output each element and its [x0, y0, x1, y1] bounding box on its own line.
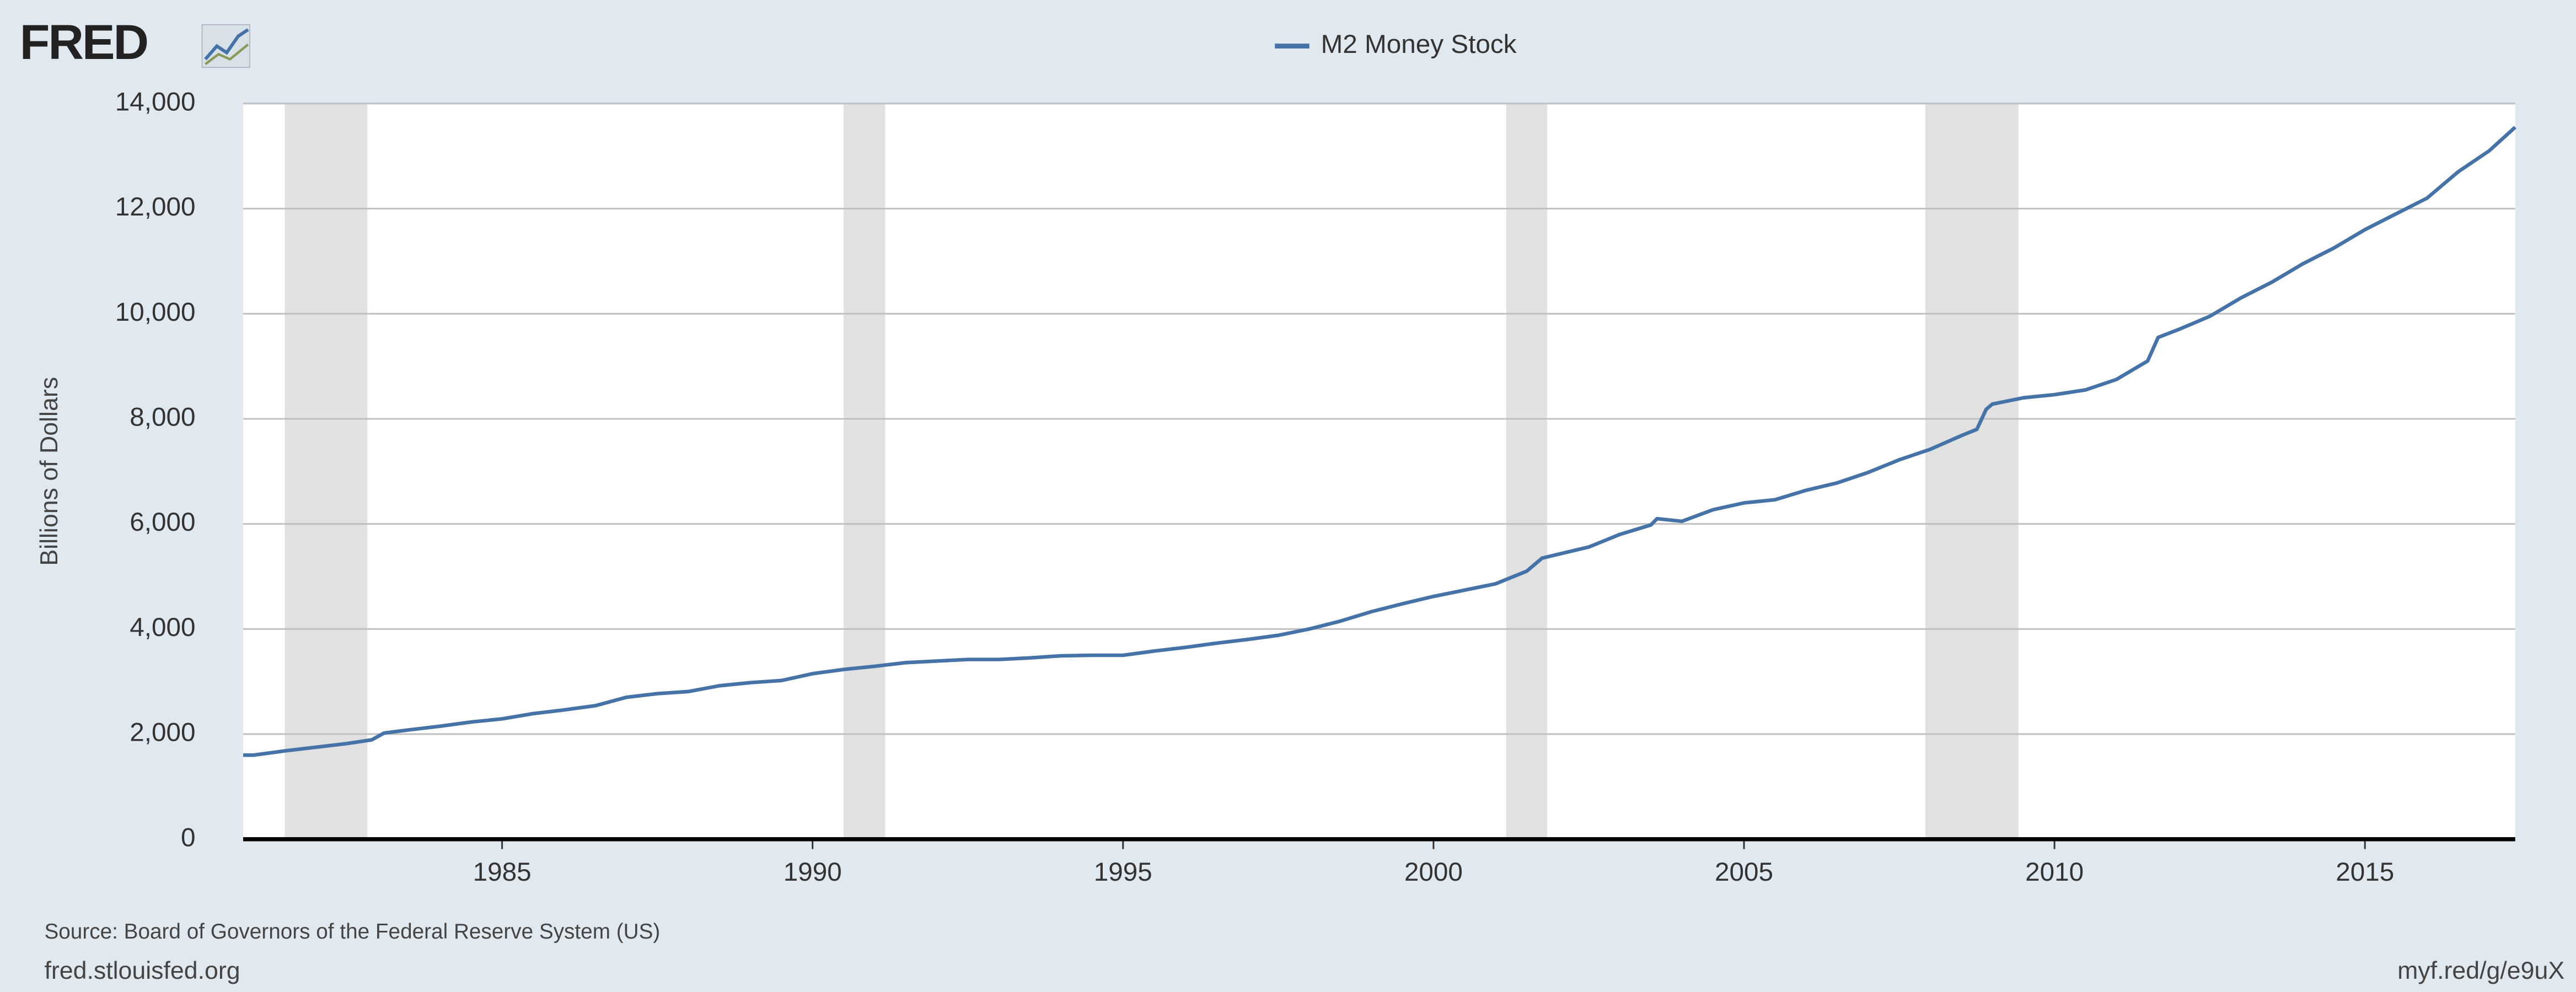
x-tick-label: 2015: [2336, 858, 2394, 887]
y-tick-label: 8,000: [130, 403, 195, 432]
y-tick-label: 14,000: [115, 87, 196, 116]
recession-band: [285, 103, 368, 839]
x-tick-label: 2000: [1404, 858, 1463, 887]
source-note: Source: Board of Governors of the Federa…: [44, 920, 660, 944]
logo: FRED: [20, 14, 147, 69]
recession-band: [844, 103, 886, 839]
y-tick-label: 10,000: [115, 298, 196, 327]
legend: M2 Money Stock: [1275, 30, 1517, 59]
recession-band: [1506, 103, 1548, 839]
footer-right: myf.red/g/e9uX: [2397, 957, 2564, 984]
logo-icon: [201, 24, 250, 68]
x-tick-label: 1990: [783, 858, 842, 887]
y-tick-label: 2,000: [130, 718, 195, 747]
legend-label: M2 Money Stock: [1321, 30, 1517, 59]
data-line: [243, 126, 2516, 757]
x-tick-label: 1985: [473, 858, 532, 887]
y-axis-label: Billions of Dollars: [36, 377, 63, 566]
y-tick-label: 6,000: [130, 508, 195, 537]
x-tick-label: 2010: [2025, 858, 2084, 887]
x-tick-label: 2005: [1715, 858, 1773, 887]
plot-area: [243, 103, 2515, 839]
recession-band: [1925, 103, 2019, 839]
footer-left: fred.stlouisfed.org: [44, 957, 240, 984]
y-tick-label: 4,000: [130, 613, 195, 642]
x-tick-label: 1995: [1094, 858, 1152, 887]
y-tick-label: 12,000: [115, 192, 196, 222]
y-tick-label: 0: [181, 823, 196, 852]
